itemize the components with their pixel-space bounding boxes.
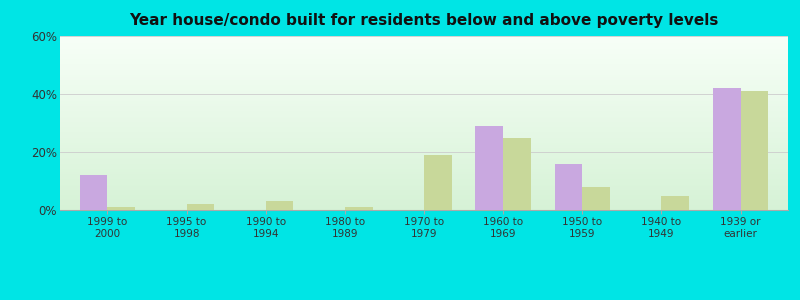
Bar [662,196,689,210]
Bar [186,204,214,210]
Bar [424,155,452,210]
Bar [107,207,135,210]
Bar [713,88,741,210]
Bar [554,164,582,210]
Bar [475,126,503,210]
Bar [582,187,610,210]
Bar [345,207,373,210]
Bar [80,175,107,210]
Bar [741,91,768,210]
Title: Year house/condo built for residents below and above poverty levels: Year house/condo built for residents bel… [130,13,718,28]
Bar [503,137,531,210]
Bar [266,201,294,210]
